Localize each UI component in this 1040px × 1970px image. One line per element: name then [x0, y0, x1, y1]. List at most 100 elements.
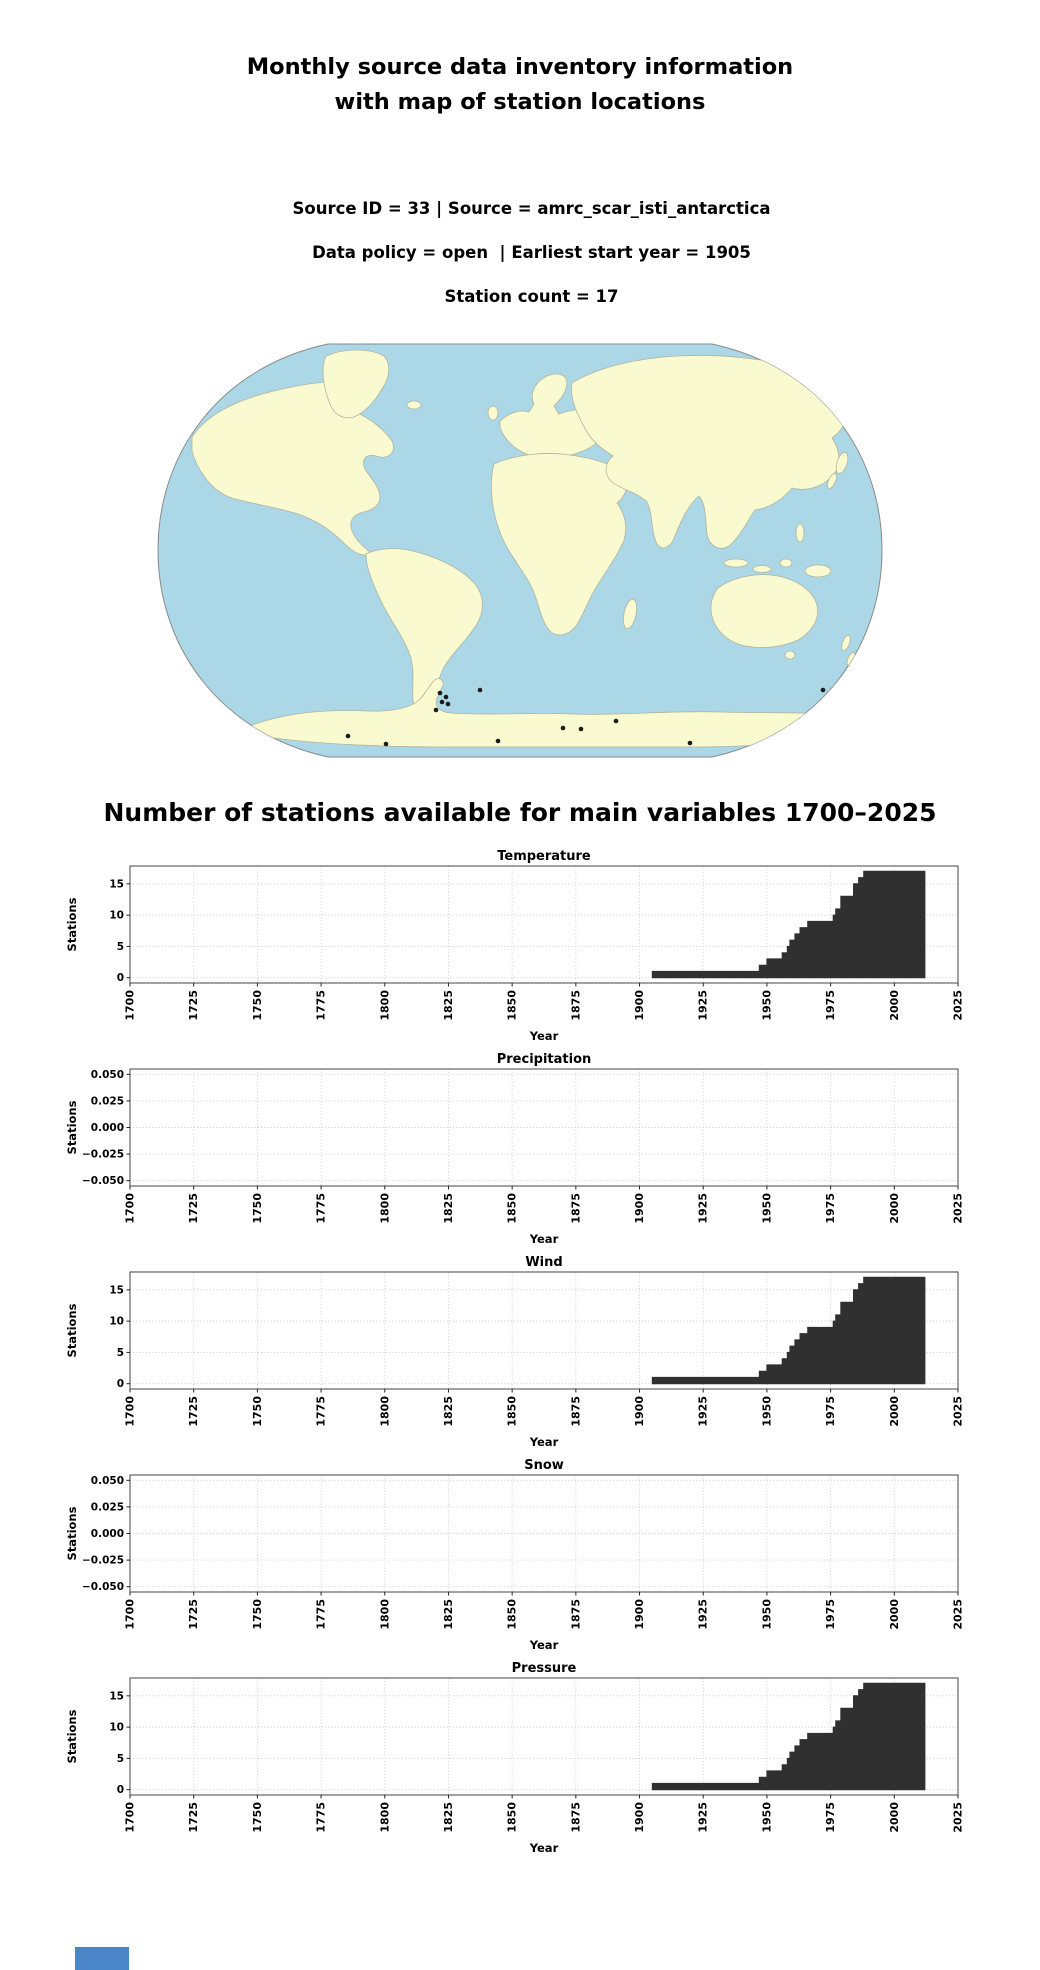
station-dot	[687, 740, 693, 746]
y-axis-label: Stations	[65, 1709, 79, 1763]
x-tick-label: 1750	[251, 990, 264, 1021]
map-land-layer	[191, 349, 856, 748]
x-tick-label: 1900	[633, 990, 646, 1021]
x-tick-label: 2000	[888, 1193, 901, 1224]
station-dot	[560, 725, 566, 731]
x-tick-label: 2025	[952, 1193, 965, 1224]
x-tick-label: 1975	[824, 990, 837, 1021]
land-java	[752, 565, 772, 573]
tick-marks	[126, 1073, 959, 1190]
series-step-fill	[651, 1682, 926, 1791]
y-tick-label: 15	[109, 878, 124, 890]
variable-charts: 0 5 10 15 1700 1725 1750 1775 1800 1825 1850 1875 19…	[0, 840, 1040, 1855]
tick-marks	[126, 1695, 959, 1799]
figure-title: Monthly source data inventory informatio…	[0, 50, 1040, 120]
tick-marks	[126, 883, 959, 987]
x-tick-label: 1850	[506, 990, 519, 1021]
chart-temperature: 0 5 10 15 1700 1725 1750 1775 1800 1825 1850 1875 19…	[0, 840, 1040, 1043]
x-tick-label: 1725	[187, 1396, 200, 1427]
x-tick-label: 1900	[633, 1193, 646, 1224]
x-tick-label: 1850	[506, 1396, 519, 1427]
x-tick-label: 1850	[506, 1599, 519, 1630]
land-greenland	[322, 349, 390, 419]
y-tick-label: 5	[117, 1347, 124, 1359]
x-tick-label: 1950	[760, 1599, 773, 1630]
x-tick-label: 2025	[952, 1599, 965, 1630]
y-tick-label: 5	[117, 1753, 124, 1765]
x-tick-label: 1925	[697, 1193, 710, 1224]
x-tick-label: 1975	[824, 1396, 837, 1427]
x-tick-label: 1925	[697, 1802, 710, 1833]
subtitle-source-line: Source ID = 33 | Source = amrc_scar_isti…	[292, 199, 771, 218]
x-tick-label: 2000	[888, 1599, 901, 1630]
x-axis-label: Year	[529, 1841, 559, 1855]
x-tick-label: 1950	[760, 1396, 773, 1427]
chart-title: Snow	[524, 1458, 564, 1473]
station-dot	[477, 687, 483, 693]
station-dot	[495, 738, 501, 744]
x-tick-label: 1825	[442, 1193, 455, 1224]
plot-border	[129, 1271, 959, 1390]
x-tick-label: 2025	[952, 990, 965, 1021]
x-tick-label: 1775	[315, 1193, 328, 1224]
y-tick-label: 0.025	[91, 1095, 124, 1107]
land-iceland	[406, 400, 422, 410]
x-tick-label: 1925	[697, 1599, 710, 1630]
world-map	[0, 341, 1040, 760]
land-antarctica	[251, 678, 851, 748]
y-tick-label: 0.000	[91, 1122, 124, 1134]
chart-title: Precipitation	[497, 1052, 592, 1067]
x-tick-label: 1725	[187, 1599, 200, 1630]
y-tick-label: 0.050	[91, 1475, 124, 1487]
x-tick-label: 1800	[378, 1396, 391, 1427]
x-tick-label: 1700	[124, 1802, 137, 1833]
x-tick-label: 1825	[442, 990, 455, 1021]
chart-canvas: 0 5 10 15 1700 1725 1750 1775 1800 1825 1850 1875 19…	[65, 1255, 965, 1449]
y-axis-label: Stations	[65, 897, 79, 951]
station-dot	[613, 718, 619, 724]
x-tick-label: 1775	[315, 1802, 328, 1833]
x-tick-label: 2025	[952, 1802, 965, 1833]
x-tick-label: 1900	[633, 1802, 646, 1833]
x-tick-label: 1700	[124, 1599, 137, 1630]
x-tick-label: 1900	[633, 1396, 646, 1427]
y-tick-label: 10	[109, 1722, 124, 1734]
x-tick-label: 1825	[442, 1396, 455, 1427]
x-tick-label: 1975	[824, 1599, 837, 1630]
chart-title: Pressure	[512, 1661, 577, 1676]
x-tick-label: 1850	[506, 1193, 519, 1224]
station-dot	[345, 733, 351, 739]
x-tick-label: 1775	[315, 990, 328, 1021]
chart-canvas: 0 5 10 15 1700 1725 1750 1775 1800 1825 1850 1875 19…	[65, 1661, 965, 1855]
chart-title: Temperature	[497, 849, 591, 864]
y-tick-label: 0.025	[91, 1501, 124, 1513]
series-step-fill	[651, 1276, 926, 1385]
y-tick-label: 0	[117, 1378, 124, 1390]
chart-title: Wind	[525, 1255, 562, 1270]
x-tick-label: 1775	[315, 1396, 328, 1427]
x-tick-label: 1975	[824, 1193, 837, 1224]
section-title: Number of stations available for main va…	[103, 798, 937, 827]
x-tick-label: 1875	[569, 1802, 582, 1833]
y-tick-label: 15	[109, 1690, 124, 1702]
x-tick-label: 2000	[888, 990, 901, 1021]
y-tick-label: 15	[109, 1284, 124, 1296]
chart-pressure: 0 5 10 15 1700 1725 1750 1775 1800 1825 1850 1875 19…	[0, 1652, 1040, 1855]
station-dot	[578, 726, 584, 732]
station-dot	[437, 690, 443, 696]
x-tick-label: 1950	[760, 990, 773, 1021]
x-tick-label: 1800	[378, 1599, 391, 1630]
x-tick-label: 1750	[251, 1193, 264, 1224]
x-tick-label: 1825	[442, 1599, 455, 1630]
land-japan	[835, 452, 849, 474]
chart-canvas: 0 5 10 15 1700 1725 1750 1775 1800 1825 1850 1875 19…	[65, 849, 965, 1043]
figure-subtitle: Source ID = 33 | Source = amrc_scar_isti…	[0, 176, 1040, 330]
x-tick-label: 1875	[569, 1193, 582, 1224]
figure-title-line2: with map of station locations	[334, 89, 706, 115]
figure-title-line1: Monthly source data inventory informatio…	[246, 54, 794, 80]
x-tick-label: 1700	[124, 990, 137, 1021]
tick-labels: 0 5 10 15 1700 1725 1750 1775 1800 1825 1850 1875 19…	[109, 1690, 964, 1832]
x-tick-label: 1925	[697, 990, 710, 1021]
station-dot	[443, 694, 449, 700]
